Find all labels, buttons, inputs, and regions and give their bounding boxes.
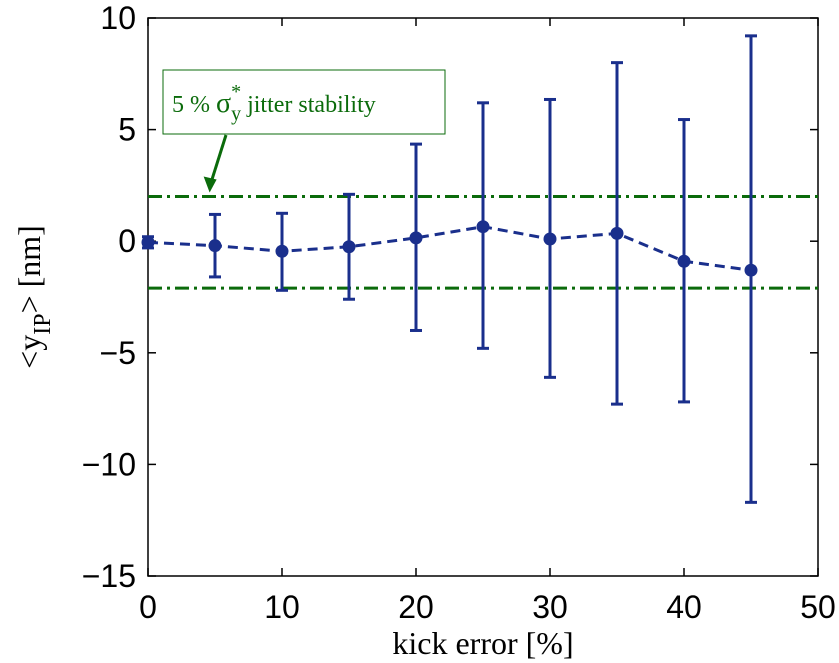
annotation-box bbox=[162, 69, 446, 135]
annotation-arrow bbox=[210, 134, 228, 182]
y-tick-label: 0 bbox=[118, 223, 136, 259]
annotation-subscript: y bbox=[231, 103, 241, 125]
series-layer bbox=[141, 34, 758, 504]
data-point bbox=[141, 235, 155, 249]
y-tick-label: −15 bbox=[82, 558, 136, 594]
annotation-text: 5 % σ* y jitter stability bbox=[172, 81, 376, 125]
plot-frame bbox=[147, 17, 819, 577]
data-point bbox=[610, 226, 624, 240]
data-point bbox=[409, 231, 423, 245]
y-axis-label-sub: IP bbox=[30, 313, 56, 334]
sigma-symbol: σ bbox=[216, 88, 231, 119]
y-axis-label: <yIP> [nm] bbox=[11, 225, 56, 369]
y-axis-label-open: <y bbox=[11, 335, 47, 369]
data-point bbox=[543, 232, 557, 246]
x-tick-label: 0 bbox=[139, 589, 157, 625]
axis-ticks bbox=[147, 17, 819, 577]
y-tick-label: 5 bbox=[118, 112, 136, 148]
plot-area: 5 % σ* y jitter stability bbox=[141, 17, 819, 577]
x-tick-label: 30 bbox=[532, 589, 568, 625]
data-point bbox=[342, 240, 356, 254]
y-tick-label: −5 bbox=[100, 335, 136, 371]
x-tick-label: 40 bbox=[666, 589, 702, 625]
annotation-prefix: 5 % bbox=[172, 92, 216, 118]
data-point bbox=[677, 254, 691, 268]
annotation-arrowhead bbox=[203, 176, 217, 193]
y-tick-labels: 10 5 0 −5 −10 −15 bbox=[82, 0, 136, 594]
annotation-suffix: jitter stability bbox=[241, 92, 376, 118]
x-axis-label: kick error [%] bbox=[392, 625, 573, 661]
y-tick-label: 10 bbox=[100, 0, 136, 36]
data-point bbox=[208, 239, 222, 253]
x-tick-label: 10 bbox=[264, 589, 300, 625]
data-point bbox=[275, 244, 289, 258]
y-tick-label: −10 bbox=[82, 446, 136, 482]
data-point bbox=[744, 263, 758, 277]
x-tick-label: 20 bbox=[398, 589, 434, 625]
annotation-superscript: * bbox=[231, 81, 241, 103]
y-axis-label-close: > [nm] bbox=[11, 225, 47, 313]
series-line bbox=[147, 225, 752, 272]
x-tick-label: 50 bbox=[800, 589, 836, 625]
x-tick-labels: 0 10 20 30 40 50 bbox=[139, 589, 836, 625]
annotation: 5 % σ* y jitter stability bbox=[162, 69, 446, 193]
data-point bbox=[476, 220, 490, 234]
